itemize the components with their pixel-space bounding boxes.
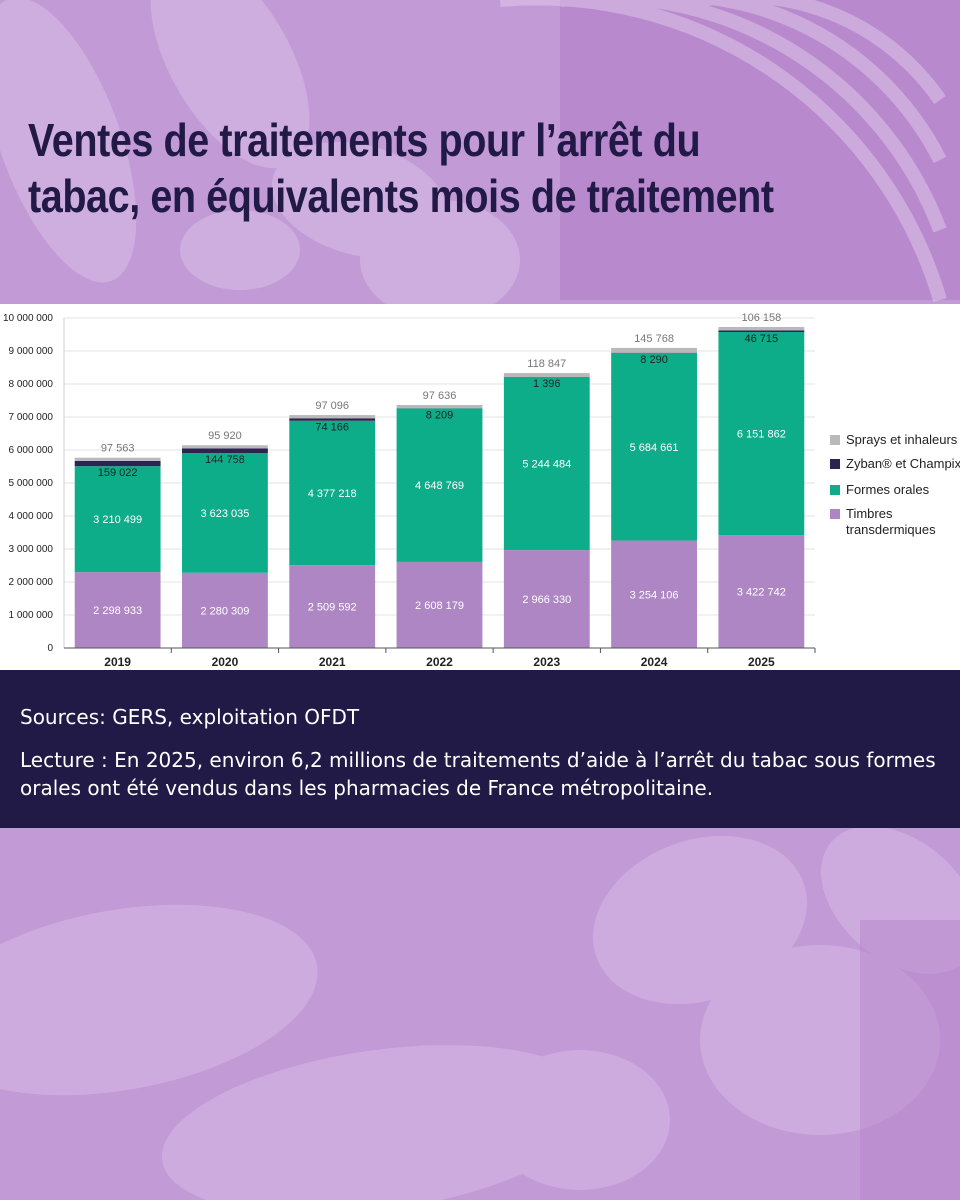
data-label-formes-orales: 6 151 862 <box>737 429 786 441</box>
legend-label-timbres: Timbres transdermiques <box>846 506 936 537</box>
data-label-formes-orales: 5 684 661 <box>630 442 679 454</box>
y-tick-label: 1 000 000 <box>9 610 54 621</box>
y-tick-label: 6 000 000 <box>9 445 54 456</box>
data-label-zyban: 144 758 <box>205 454 245 466</box>
bar-segment-formes_orales <box>503 377 590 551</box>
data-label-zyban: 8 290 <box>640 354 668 366</box>
bar-segment-timbres <box>718 535 805 648</box>
bars <box>74 326 805 648</box>
x-tick-label: 2023 <box>533 655 560 669</box>
legend-swatch-formes_orales <box>830 485 840 495</box>
bar-segment-sprays <box>74 457 161 461</box>
data-label-sprays: 118 847 <box>527 358 566 370</box>
bar-segment-sprays <box>718 326 805 331</box>
bar-segment-formes_orales <box>396 408 483 562</box>
bar-segment-timbres <box>289 565 376 648</box>
bar-segment-zyban <box>718 330 805 333</box>
legend-label-sprays: Sprays et inhaleurs <box>846 432 958 447</box>
title-line-2: tabac, en équivalents mois de traitement <box>28 170 774 222</box>
data-label-zyban: 8 209 <box>426 410 454 422</box>
bar-segment-zyban <box>289 418 376 421</box>
page-title: Ventes de traitements pour l’arrêt du ta… <box>28 112 802 224</box>
bar-segment-timbres <box>74 572 161 648</box>
bar-segment-timbres <box>396 561 483 648</box>
data-label-formes-orales: 4 377 218 <box>308 488 357 500</box>
bar-segment-zyban <box>74 460 161 467</box>
y-tick-label: 2 000 000 <box>9 577 54 588</box>
legend-label-formes_orales: Formes orales <box>846 482 930 497</box>
y-tick-label: 9 000 000 <box>9 346 54 357</box>
y-tick-label: 3 000 000 <box>9 544 54 555</box>
y-tick-label: 5 000 000 <box>9 478 54 489</box>
x-tick-label: 2025 <box>748 655 775 669</box>
data-label-formes-orales: 4 648 769 <box>415 480 464 492</box>
data-label-timbres: 2 280 309 <box>200 605 249 617</box>
caption-band: Sources: GERS, exploitation OFDT Lecture… <box>0 670 960 828</box>
x-tick-label: 2020 <box>212 655 239 669</box>
x-axis: 2019 2020 2021 2022 2023 2024 2025 <box>64 647 816 669</box>
data-label-sprays: 97 096 <box>315 400 349 412</box>
bar-segment-formes_orales <box>611 353 697 541</box>
x-tick-label: 2022 <box>426 655 453 669</box>
bar-segment-sprays <box>611 347 697 353</box>
legend-swatch-timbres <box>830 509 840 519</box>
data-label-formes-orales: 5 244 484 <box>522 459 571 471</box>
reading-note: Lecture : En 2025, environ 6,2 millions … <box>20 748 936 800</box>
data-label-zyban: 1 396 <box>533 378 561 390</box>
bar-segment-sprays <box>289 415 376 419</box>
bar-segment-timbres <box>611 540 697 648</box>
data-label-sprays: 97 563 <box>101 443 135 455</box>
x-tick-label: 2019 <box>104 655 131 669</box>
data-label-timbres: 2 298 933 <box>93 605 142 617</box>
source-note: Sources: GERS, exploitation OFDT <box>20 705 360 729</box>
data-label-timbres: 2 509 592 <box>308 602 357 614</box>
legend-label-zyban: Zyban® et Champix® <box>846 456 960 471</box>
data-label-zyban: 159 022 <box>98 467 138 479</box>
legend: Sprays et inhaleurs Zyban® et Champix® For… <box>830 432 960 537</box>
y-tick-label: 7 000 000 <box>9 412 54 423</box>
data-label-timbres: 3 254 106 <box>630 589 679 601</box>
y-axis: 0 1 000 000 2 000 000 3 000 000 4 000 000 5 0… <box>3 313 65 654</box>
bar-segment-sprays <box>503 373 590 377</box>
data-label-zyban: 46 715 <box>745 333 779 345</box>
data-labels: 2 298 933 3 210 499 159 022 97 563 2 280 309… <box>93 312 786 617</box>
bar-segment-formes_orales <box>718 332 805 536</box>
legend-swatch-sprays <box>830 435 840 445</box>
bar-segment-formes_orales <box>182 453 268 573</box>
bar-segment-timbres <box>182 572 268 648</box>
data-label-timbres: 2 966 330 <box>522 594 571 606</box>
bar-segment-timbres <box>503 550 590 648</box>
data-label-sprays: 145 768 <box>634 333 674 345</box>
y-tick-label: 4 000 000 <box>9 511 54 522</box>
stacked-bar-chart: 0 1 000 000 2 000 000 3 000 000 4 000 000 5 0… <box>3 312 960 669</box>
title-line-1: Ventes de traitements pour l’arrêt du <box>28 114 701 166</box>
y-tick-label: 0 <box>47 643 53 654</box>
data-label-sprays: 95 920 <box>208 430 242 442</box>
bar-segment-formes_orales <box>74 466 161 573</box>
data-label-timbres: 2 608 179 <box>415 600 464 612</box>
bar-segment-sprays <box>396 405 483 409</box>
data-label-formes-orales: 3 623 035 <box>200 508 249 520</box>
data-label-sprays: 106 158 <box>741 312 781 324</box>
chart-panel: 0 1 000 000 2 000 000 3 000 000 4 000 000 5 0… <box>0 304 960 670</box>
data-label-formes-orales: 3 210 499 <box>93 514 142 526</box>
data-label-timbres: 3 422 742 <box>737 587 786 599</box>
x-tick-label: 2024 <box>641 655 668 669</box>
y-tick-label: 8 000 000 <box>9 379 54 390</box>
legend-swatch-zyban <box>830 459 840 469</box>
bar-segment-formes_orales <box>289 420 376 566</box>
x-tick-label: 2021 <box>319 655 346 669</box>
y-tick-label: 10 000 000 <box>3 313 53 324</box>
bar-segment-zyban <box>182 448 268 454</box>
data-label-sprays: 97 636 <box>423 390 457 402</box>
data-label-zyban: 74 166 <box>315 422 349 434</box>
bar-segment-sprays <box>182 445 268 449</box>
